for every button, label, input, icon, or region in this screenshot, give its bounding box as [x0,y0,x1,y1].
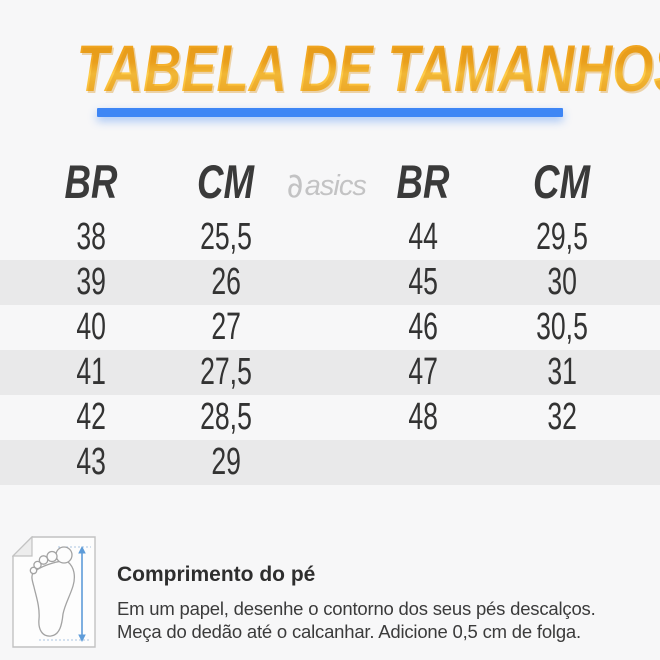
size-br-cell: 38 [76,216,106,258]
size-cm-cell: 27 [211,306,241,348]
size-br-cell: 41 [76,351,106,393]
size-cm-cell: 26 [211,261,241,303]
table-row: 42 28,5 48 32 [0,395,660,440]
size-cm-cell: 30,5 [536,306,588,348]
instructions-line-2: Meça do dedão até o calcanhar. Adicione … [117,621,581,642]
measurement-instructions: Comprimento do pé Em um papel, desenhe o… [12,536,596,648]
size-br-cell: 46 [408,306,438,348]
size-cm-cell: 32 [547,396,577,438]
table-header-row: BR CM ∂ asics BR CM [0,150,660,212]
size-br-cell: 48 [408,396,438,438]
size-cm-cell: 25,5 [200,216,252,258]
table-row: 41 27,5 47 31 [0,350,660,395]
instructions-line-1: Em um papel, desenhe o contorno dos seus… [117,598,596,619]
table-row: 38 25,5 44 29,5 [0,215,660,260]
instructions-text-block: Comprimento do pé Em um papel, desenhe o… [117,536,596,648]
size-br-cell: 44 [408,216,438,258]
foot-measurement-icon [12,536,96,648]
column-header-br-right: BR [396,154,450,208]
column-header-cm-left: CM [197,154,255,208]
size-br-cell [382,454,464,472]
size-cm-cell: 29,5 [536,216,588,258]
asics-logo-text: asics [304,169,367,202]
column-header-br-left: BR [64,154,118,208]
column-header-cm-right: CM [533,154,591,208]
size-cm-cell: 31 [547,351,577,393]
size-table: BR CM ∂ asics BR CM 38 25,5 44 29,5 39 2… [0,150,660,485]
page-title: TABELA DE TAMANHOS [0,30,660,106]
asics-spiral-icon: ∂ [283,164,307,208]
instructions-heading: Comprimento do pé [117,563,316,586]
asics-logo: ∂ asics [270,159,382,208]
size-br-cell: 42 [76,396,106,438]
size-cm-cell: 28,5 [200,396,252,438]
table-row: 43 29 [0,440,660,485]
size-br-cell: 45 [408,261,438,303]
size-br-cell: 43 [76,441,106,483]
size-cm-cell [464,454,660,472]
page-title-text: TABELA DE TAMANHOS [77,30,660,106]
size-br-cell: 39 [76,261,106,303]
title-underline-bar [97,108,563,117]
size-cm-cell: 27,5 [200,351,252,393]
size-cm-cell: 30 [547,261,577,303]
size-br-cell: 40 [76,306,106,348]
table-row: 40 27 46 30,5 [0,305,660,350]
size-br-cell: 47 [408,351,438,393]
size-cm-cell: 29 [211,441,241,483]
table-row: 39 26 45 30 [0,260,660,305]
